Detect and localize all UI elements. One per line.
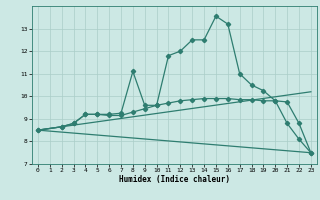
X-axis label: Humidex (Indice chaleur): Humidex (Indice chaleur) — [119, 175, 230, 184]
